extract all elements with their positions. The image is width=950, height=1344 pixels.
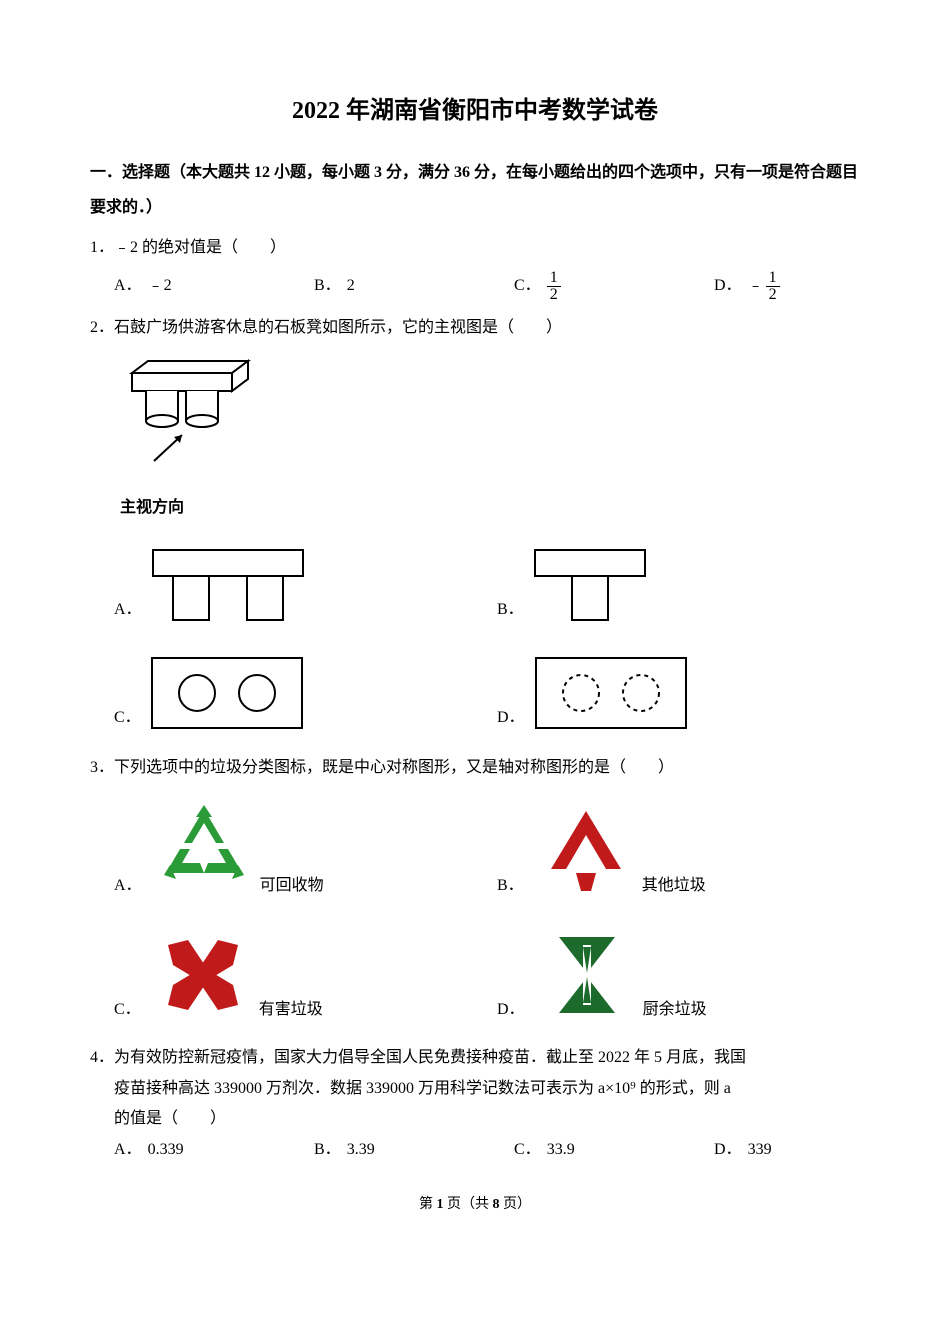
q1-option-a: A． ﹣2	[114, 271, 304, 301]
q2-text: 2．石鼓广场供游客休息的石板凳如图所示，它的主视图是（ ）	[90, 313, 860, 343]
q4-line3: 的值是（ ）	[90, 1104, 860, 1134]
q3-d-caption: 厨余垃圾	[643, 995, 707, 1025]
footer-mid: 页（共	[444, 1197, 493, 1212]
q4-option-d: D． 339	[714, 1135, 772, 1165]
q4-option-a: A． 0.339	[114, 1135, 304, 1165]
q4-c-value: 33.9	[547, 1135, 575, 1165]
question-1: 1．﹣2 的绝对值是（ ） A． ﹣2 B． 2 C． 1 2 D． ﹣	[90, 233, 860, 302]
q1-option-b: B． 2	[314, 271, 504, 301]
q3-b-caption: 其他垃圾	[642, 871, 706, 901]
q2-option-c: C．	[114, 653, 477, 733]
q1-a-value: ﹣2	[148, 271, 172, 301]
q1-c-den: 2	[547, 287, 561, 303]
page-footer: 第 1 页（共 8 页）	[90, 1193, 860, 1213]
q4-a-label: A．	[114, 1135, 142, 1165]
q4-d-label: D．	[714, 1135, 742, 1165]
q3-option-d: D． 厨余垃圾	[497, 925, 860, 1025]
q2-option-a: A．	[114, 545, 477, 625]
q1-c-fraction: 1 2	[547, 270, 561, 303]
q1-option-d: D． ﹣ 1 2	[714, 270, 780, 303]
harmful-waste-icon	[153, 925, 253, 1025]
q1-b-label: B．	[314, 271, 341, 301]
q2-option-b: B．	[497, 545, 860, 625]
other-waste-icon	[536, 801, 636, 901]
recycle-icon	[154, 801, 254, 901]
q2-main-figure: 主视方向	[114, 351, 860, 523]
q2-d-icon	[531, 653, 691, 733]
q4-b-value: 3.39	[347, 1135, 375, 1165]
q3-option-a: A． 可回收物	[114, 801, 477, 901]
q1-d-num: 1	[766, 270, 780, 287]
q3-b-label: B．	[497, 871, 524, 901]
q2-b-icon	[530, 545, 650, 625]
exam-page: 2022 年湖南省衡阳市中考数学试卷 一．选择题（本大题共 12 小题，每小题 …	[0, 0, 950, 1253]
q3-a-label: A．	[114, 871, 142, 901]
q2-b-label: B．	[497, 595, 524, 625]
bench-3d-icon	[114, 351, 264, 481]
kitchen-waste-icon	[537, 925, 637, 1025]
q2-c-icon	[147, 653, 307, 733]
footer-suffix: 页）	[500, 1197, 532, 1212]
q3-option-b: B． 其他垃圾	[497, 801, 860, 901]
q3-text: 3．下列选项中的垃圾分类图标，既是中心对称图形，又是轴对称图形的是（ ）	[90, 753, 860, 783]
q4-d-value: 339	[748, 1135, 772, 1165]
q1-d-label: D．	[714, 271, 742, 301]
q1-text: 1．﹣2 的绝对值是（ ）	[90, 233, 860, 263]
q3-c-caption: 有害垃圾	[259, 995, 323, 1025]
q1-options: A． ﹣2 B． 2 C． 1 2 D． ﹣ 1 2	[90, 270, 860, 303]
q2-d-label: D．	[497, 703, 525, 733]
q4-c-label: C．	[514, 1135, 541, 1165]
q1-c-num: 1	[547, 270, 561, 287]
q2-c-label: C．	[114, 703, 141, 733]
q4-options: A． 0.339 B． 3.39 C． 33.9 D． 339	[90, 1135, 860, 1165]
q2-view-label: 主视方向	[120, 493, 860, 523]
q2-options: A． B． C．	[90, 545, 860, 733]
q3-options: A． 可回收物 B．	[90, 801, 860, 1025]
q1-d-den: 2	[766, 287, 780, 303]
q2-a-icon	[148, 545, 308, 625]
q4-a-value: 0.339	[148, 1135, 184, 1165]
q2-option-d: D．	[497, 653, 860, 733]
q4-option-c: C． 33.9	[514, 1135, 704, 1165]
q3-c-label: C．	[114, 995, 141, 1025]
q4-option-b: B． 3.39	[314, 1135, 504, 1165]
q1-c-label: C．	[514, 271, 541, 301]
footer-prefix: 第	[419, 1197, 437, 1212]
question-3: 3．下列选项中的垃圾分类图标，既是中心对称图形，又是轴对称图形的是（ ） A． …	[90, 753, 860, 1025]
page-title: 2022 年湖南省衡阳市中考数学试卷	[90, 90, 860, 125]
q1-option-c: C． 1 2	[514, 270, 704, 303]
q3-d-label: D．	[497, 995, 525, 1025]
section-heading: 一．选择题（本大题共 12 小题，每小题 3 分，满分 36 分，在每小题给出的…	[90, 155, 860, 225]
q4-line2: 疫苗接种高达 339000 万剂次．数据 339000 万用科学记数法可表示为 …	[90, 1074, 860, 1104]
question-2: 2．石鼓广场供游客休息的石板凳如图所示，它的主视图是（ ） 主视方向	[90, 313, 860, 733]
q1-d-neg: ﹣	[748, 271, 764, 301]
q1-d-fraction: 1 2	[766, 270, 780, 303]
q1-b-value: 2	[347, 271, 355, 301]
q3-a-caption: 可回收物	[260, 871, 324, 901]
footer-total: 8	[493, 1197, 500, 1212]
q4-b-label: B．	[314, 1135, 341, 1165]
q2-a-label: A．	[114, 595, 142, 625]
q3-option-c: C． 有害垃圾	[114, 925, 477, 1025]
footer-page: 1	[437, 1197, 444, 1212]
q1-a-label: A．	[114, 271, 142, 301]
q4-line1: 4．为有效防控新冠疫情，国家大力倡导全国人民免费接种疫苗．截止至 2022 年 …	[90, 1043, 860, 1073]
question-4: 4．为有效防控新冠疫情，国家大力倡导全国人民免费接种疫苗．截止至 2022 年 …	[90, 1043, 860, 1165]
